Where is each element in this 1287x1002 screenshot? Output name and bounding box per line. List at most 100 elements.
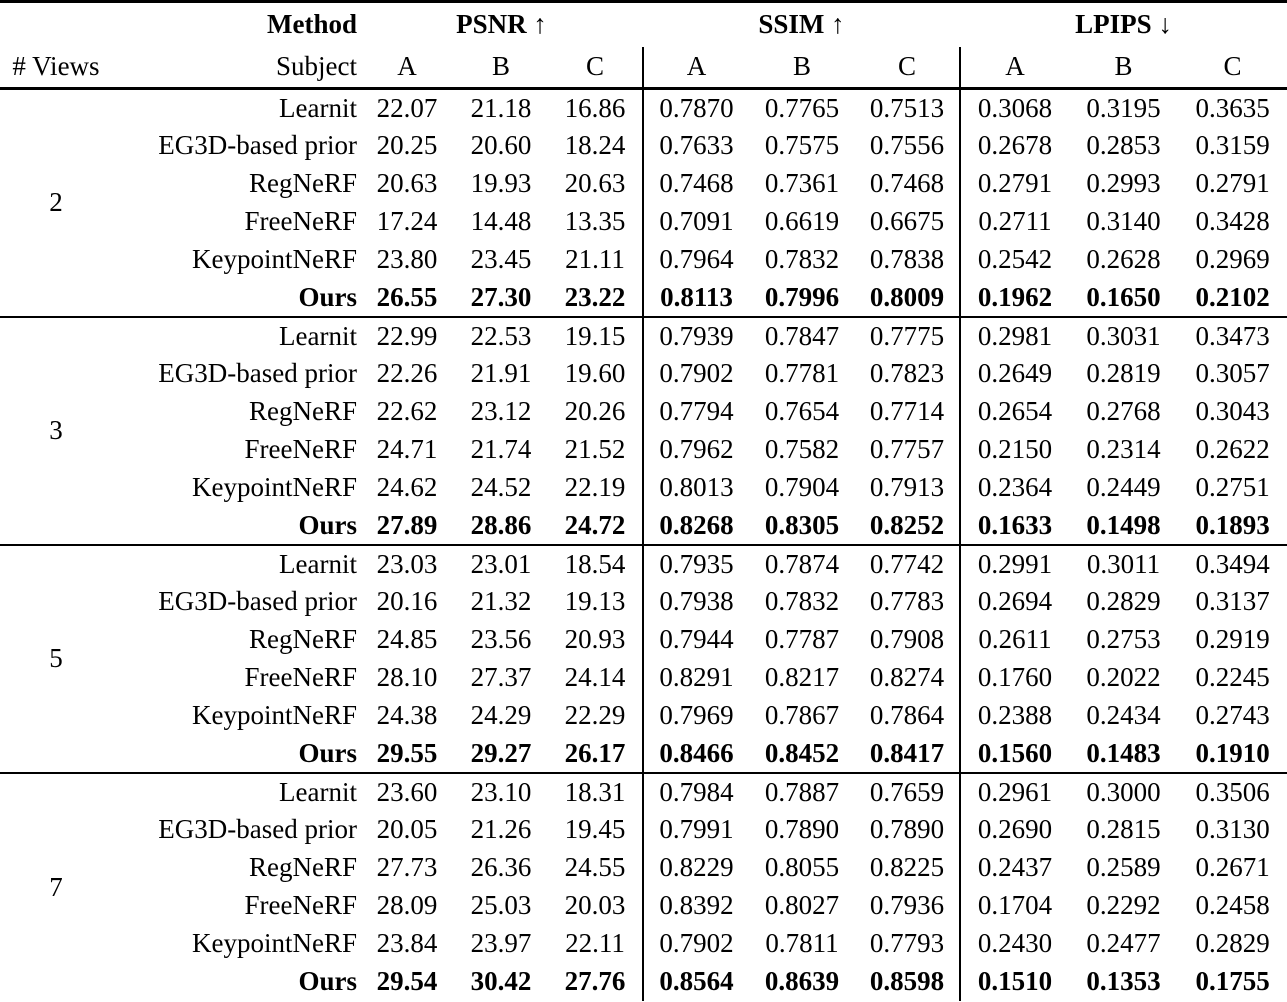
lpips-a-value: 0.2711: [959, 202, 1070, 241]
lpips-b-value: 0.2434: [1086, 700, 1161, 730]
psnr-b-value: 26.36: [470, 852, 532, 882]
lpips-b-value: 0.2314: [1086, 434, 1161, 464]
psnr-c-value: 18.54: [548, 543, 644, 583]
method-cell: Learnit: [112, 315, 360, 355]
table-row: RegNeRF 27.73 26.36 24.55 0.8229 0.8055 …: [0, 848, 1287, 887]
lpips-b-value: 0.3031: [1069, 315, 1179, 355]
lpips-a-value: 0.2961: [959, 771, 1070, 811]
views-count-cell: 5: [0, 543, 112, 773]
ssim-c-value: 0.7890: [869, 814, 945, 844]
psnr-subject-a-header: A: [360, 46, 454, 90]
lpips-a-value: 0.2364: [959, 468, 1070, 507]
ssim-b-value: 0.7904: [764, 472, 840, 502]
lpips-b-value: 0.2819: [1086, 358, 1161, 388]
ssim-c-value: 0.8598: [869, 966, 945, 996]
psnr-b-value: 21.18: [470, 92, 532, 123]
ssim-b-value: 0.7847: [749, 315, 856, 355]
table-row: EG3D-based prior 20.16 21.32 19.13 0.793…: [0, 582, 1287, 621]
psnr-b-value: 28.86: [470, 509, 532, 540]
psnr-a-value: 26.55: [376, 281, 438, 312]
psnr-c-value: 16.86: [564, 92, 626, 123]
psnr-a-value: 20.25: [376, 130, 438, 160]
table-row: KeypointNeRF 24.38 24.29 22.29 0.7969 0.…: [0, 696, 1287, 735]
lpips-a-value: 0.2991: [959, 543, 1070, 583]
psnr-a-value: 24.71: [376, 434, 438, 464]
psnr-a-value: 20.63: [376, 168, 438, 198]
ssim-b-value: 0.7765: [764, 92, 840, 123]
lpips-c-value: 0.3473: [1178, 315, 1287, 355]
psnr-c-value: 18.24: [564, 130, 626, 160]
psnr-c-value: 22.19: [564, 472, 626, 502]
psnr-b-value: 14.48: [470, 206, 532, 236]
ssim-b-value: 0.8027: [764, 890, 840, 920]
ssim-b-value: 0.7361: [764, 168, 840, 198]
ssim-a-value: 0.7991: [642, 810, 750, 849]
ssim-subject-c-header: C: [855, 46, 961, 90]
ssim-b-value: 0.7575: [764, 130, 840, 160]
method-cell: EG3D-based prior: [158, 358, 357, 388]
table-row: 3 Learnit 22.99 22.53 19.15 0.7939 0.784…: [0, 315, 1287, 545]
ssim-b-value: 0.7582: [764, 434, 840, 464]
method-cell: FreeNeRF: [244, 434, 357, 464]
lpips-c-value: 0.2743: [1195, 700, 1270, 730]
lpips-b-value: 0.1483: [1086, 737, 1161, 768]
views-header: # Views: [0, 46, 112, 90]
psnr-a-value: 17.24: [376, 206, 438, 236]
ssim-a-value: 0.8013: [642, 468, 750, 507]
lpips-c-value: 0.2791: [1195, 168, 1270, 198]
psnr-c-value: 19.45: [564, 814, 626, 844]
lpips-a-value: 0.2150: [959, 430, 1070, 469]
ssim-a-value: 0.7984: [642, 771, 750, 811]
psnr-b-value: 20.60: [470, 130, 532, 160]
psnr-subject-c-header: C: [548, 46, 644, 90]
lpips-b-value: 0.3000: [1069, 771, 1179, 811]
ssim-a-value: 0.7902: [642, 924, 750, 963]
psnr-b-value: 23.45: [470, 244, 532, 274]
psnr-subject-b-header: B: [454, 46, 548, 90]
table-row: KeypointNeRF 24.62 24.52 22.19 0.8013 0.…: [0, 468, 1287, 507]
ssim-a-value: 0.7944: [642, 620, 750, 659]
lpips-b-value: 0.2829: [1086, 586, 1161, 616]
lpips-c-value: 0.3494: [1178, 543, 1287, 583]
ssim-subject-a-header: A: [642, 46, 750, 90]
psnr-c-value: 26.17: [564, 737, 626, 768]
table-row: 5 Learnit 23.03 23.01 18.54 0.7935 0.787…: [0, 543, 1287, 773]
psnr-c-value: 19.60: [564, 358, 626, 388]
lpips-b-value: 0.3140: [1086, 206, 1161, 236]
table-row: 7 Learnit 23.60 23.10 18.31 0.7984 0.788…: [0, 771, 1287, 1001]
header-row-subjects: # Views Subject A B C A B C A B C: [0, 46, 1287, 90]
lpips-b-value: 0.1650: [1086, 281, 1161, 312]
lpips-a-value: 0.2981: [959, 315, 1070, 355]
psnr-a-value: 23.60: [360, 771, 454, 811]
lpips-c-value: 0.3159: [1195, 130, 1270, 160]
ssim-b-value: 0.8305: [764, 509, 840, 540]
ssim-a-value: 0.8392: [642, 886, 750, 925]
lpips-b-value: 0.2589: [1086, 852, 1161, 882]
ssim-c-value: 0.7793: [869, 928, 945, 958]
table-row: EG3D-based prior 20.25 20.60 18.24 0.763…: [0, 126, 1287, 165]
method-cell: RegNeRF: [249, 624, 357, 654]
psnr-b-value: 27.30: [470, 281, 532, 312]
table-row: EG3D-based prior 20.05 21.26 19.45 0.799…: [0, 810, 1287, 849]
lpips-a-value: 0.1760: [959, 658, 1070, 697]
psnr-b-value: 30.42: [470, 966, 532, 996]
lpips-subject-c-header: C: [1178, 46, 1287, 90]
header-spacer: [0, 2, 112, 47]
psnr-b-value: 27.37: [470, 662, 532, 692]
method-cell: EG3D-based prior: [158, 814, 357, 844]
lpips-c-value: 0.2458: [1195, 890, 1270, 920]
lpips-b-value: 0.2292: [1086, 890, 1161, 920]
lpips-c-value: 0.3506: [1178, 771, 1287, 811]
psnr-a-value: 22.26: [376, 358, 438, 388]
lpips-a-value: 0.2694: [959, 582, 1070, 621]
lpips-c-value: 0.3043: [1195, 396, 1270, 426]
lpips-a-value: 0.3068: [959, 88, 1070, 127]
ssim-b-value: 0.7787: [764, 624, 840, 654]
ssim-a-value: 0.7935: [642, 543, 750, 583]
lpips-c-value: 0.3428: [1195, 206, 1270, 236]
lpips-subject-b-header: B: [1069, 46, 1179, 90]
ssim-b-value: 0.8055: [764, 852, 840, 882]
lpips-a-value: 0.1704: [959, 886, 1070, 925]
ssim-a-value: 0.7633: [642, 126, 750, 165]
